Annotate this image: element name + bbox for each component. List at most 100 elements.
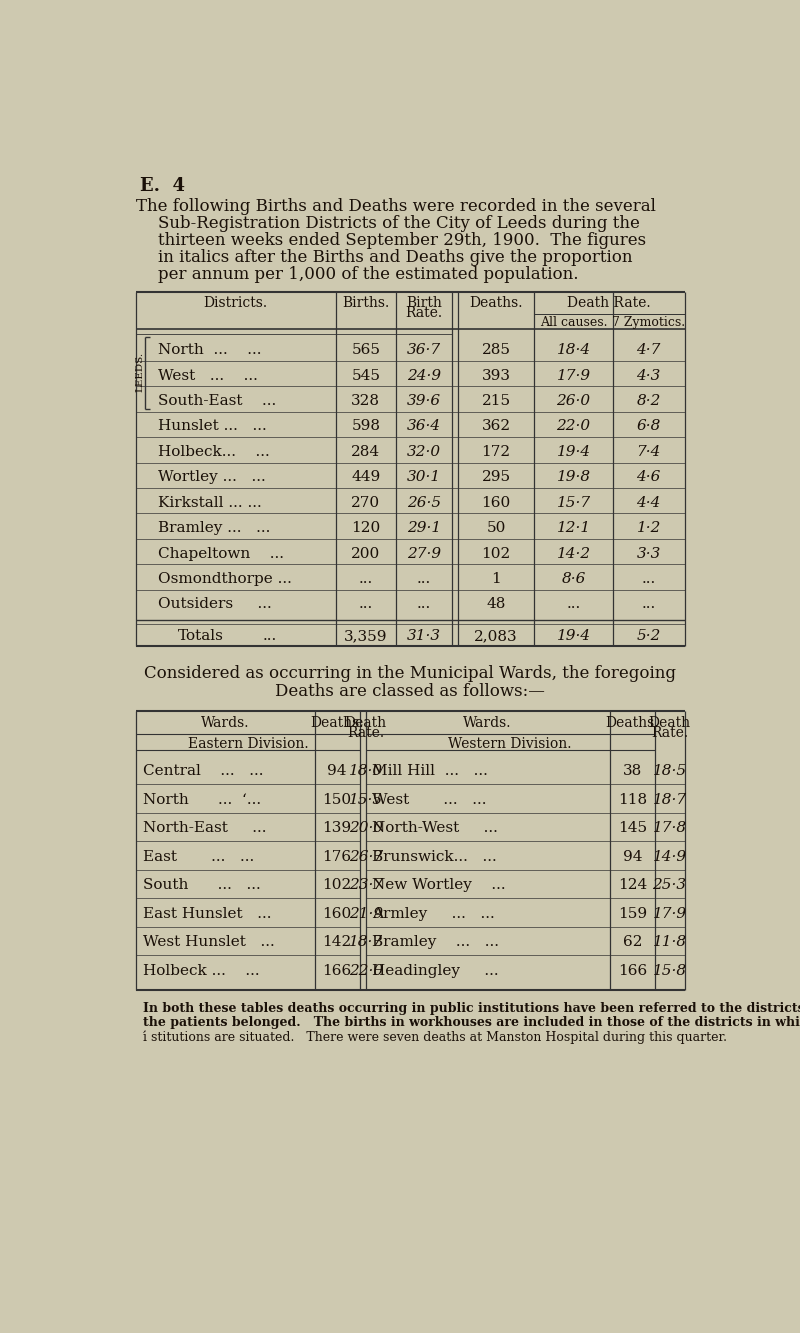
Text: 270: 270	[351, 496, 380, 509]
Text: Deaths.: Deaths.	[470, 296, 522, 311]
Text: ...: ...	[262, 629, 277, 643]
Text: North-West     ...: North-West ...	[372, 821, 498, 836]
Text: Armley     ...   ...: Armley ... ...	[372, 906, 494, 921]
Text: 285: 285	[482, 343, 510, 357]
Text: 200: 200	[351, 547, 381, 560]
Text: Outsiders     ...: Outsiders ...	[158, 597, 272, 612]
Text: 145: 145	[618, 821, 647, 836]
Text: 36·4: 36·4	[407, 420, 441, 433]
Text: ...: ...	[358, 597, 373, 612]
Text: 26·5: 26·5	[407, 496, 441, 509]
Text: 17·9: 17·9	[557, 369, 590, 383]
Text: Birth: Birth	[406, 296, 442, 311]
Text: 160: 160	[482, 496, 510, 509]
Text: 166: 166	[322, 964, 352, 978]
Text: Bramley ...   ...: Bramley ... ...	[158, 521, 270, 535]
Text: 94: 94	[327, 764, 347, 778]
Text: Western Division.: Western Division.	[448, 737, 572, 750]
Text: 24·9: 24·9	[407, 369, 441, 383]
Text: ...: ...	[417, 572, 431, 587]
Text: 172: 172	[482, 445, 510, 459]
Text: 29·1: 29·1	[407, 521, 441, 535]
Text: 6·8: 6·8	[637, 420, 661, 433]
Text: Considered as occurring in the Municipal Wards, the foregoing: Considered as occurring in the Municipal…	[144, 665, 676, 682]
Text: 3,359: 3,359	[344, 629, 387, 643]
Text: thirteen weeks ended September 29th, 1900.  The figures: thirteen weeks ended September 29th, 190…	[158, 232, 646, 249]
Text: Holbeck ...    ...: Holbeck ... ...	[142, 964, 259, 978]
Text: 8·2: 8·2	[637, 395, 661, 408]
Text: 565: 565	[351, 343, 380, 357]
Text: E.  4: E. 4	[140, 177, 186, 195]
Text: 328: 328	[351, 395, 380, 408]
Text: East       ...   ...: East ... ...	[142, 850, 254, 864]
Text: In both these tables deaths occurring in public institutions have been referred : In both these tables deaths occurring in…	[142, 1002, 800, 1016]
Text: 449: 449	[351, 471, 381, 484]
Text: North      ...  ‘...: North ... ‘...	[142, 793, 261, 806]
Text: í stitutions are situated.   There were seven deaths at Manston Hospital during: í stitutions are situated. There were s…	[142, 1030, 726, 1044]
Text: 102: 102	[322, 878, 352, 892]
Text: West   ...    ...: West ... ...	[158, 369, 258, 383]
Text: Headingley     ...: Headingley ...	[372, 964, 498, 978]
Text: 50: 50	[486, 521, 506, 535]
Text: Wards.: Wards.	[202, 716, 250, 730]
Text: Districts.: Districts.	[203, 296, 268, 311]
Text: Death: Death	[649, 716, 690, 730]
Text: North  ...    ...: North ... ...	[158, 343, 262, 357]
Text: in italics after the Births and Deaths give the proportion: in italics after the Births and Deaths g…	[158, 249, 633, 267]
Text: 18·4: 18·4	[557, 343, 590, 357]
Text: 393: 393	[482, 369, 510, 383]
Text: 18·0: 18·0	[349, 764, 383, 778]
Text: 176: 176	[322, 850, 352, 864]
Text: Deaths.: Deaths.	[310, 716, 364, 730]
Text: 15·7: 15·7	[557, 496, 590, 509]
Text: 159: 159	[618, 906, 647, 921]
Text: 22·0: 22·0	[557, 420, 590, 433]
Text: 18·5: 18·5	[653, 764, 686, 778]
Text: ...: ...	[358, 572, 373, 587]
Text: the patients belonged.   The births in workhouses are included in those of the d: the patients belonged. The births in wor…	[142, 1016, 800, 1029]
Text: 118: 118	[618, 793, 647, 806]
Text: ...: ...	[642, 572, 656, 587]
Text: 21·9: 21·9	[349, 906, 383, 921]
Text: 39·6: 39·6	[407, 395, 441, 408]
Text: Death: Death	[345, 716, 387, 730]
Text: Rate.: Rate.	[651, 726, 688, 740]
Text: 15·8: 15·8	[653, 964, 686, 978]
Text: 545: 545	[351, 369, 380, 383]
Text: 14·2: 14·2	[557, 547, 590, 560]
Text: Wortley ...   ...: Wortley ... ...	[158, 471, 266, 484]
Text: 7·4: 7·4	[637, 445, 661, 459]
Text: All causes.: All causes.	[540, 316, 607, 328]
Text: 362: 362	[482, 420, 510, 433]
Text: Holbeck...    ...: Holbeck... ...	[158, 445, 270, 459]
Text: Rate.: Rate.	[347, 726, 384, 740]
Text: 31·3: 31·3	[407, 629, 441, 643]
Text: LEEDS.: LEEDS.	[135, 352, 144, 392]
Text: 20·0: 20·0	[349, 821, 383, 836]
Text: 160: 160	[322, 906, 352, 921]
Text: Deaths.: Deaths.	[606, 716, 659, 730]
Text: 12·1: 12·1	[557, 521, 590, 535]
Text: 23·7: 23·7	[349, 878, 383, 892]
Text: South      ...   ...: South ... ...	[142, 878, 260, 892]
Text: 48: 48	[486, 597, 506, 612]
Text: per annum per 1,000 of the estimated population.: per annum per 1,000 of the estimated pop…	[158, 267, 578, 283]
Text: Sub-Registration Districts of the City of Leeds during the: Sub-Registration Districts of the City o…	[158, 216, 640, 232]
Text: Eastern Division.: Eastern Division.	[188, 737, 308, 750]
Text: 32·0: 32·0	[407, 445, 441, 459]
Text: 19·8: 19·8	[557, 471, 590, 484]
Text: 1·2: 1·2	[637, 521, 661, 535]
Text: Totals: Totals	[178, 629, 223, 643]
Text: 102: 102	[482, 547, 510, 560]
Text: Mill Hill  ...   ...: Mill Hill ... ...	[372, 764, 488, 778]
Text: 3·3: 3·3	[637, 547, 661, 560]
Text: ...: ...	[566, 597, 581, 612]
Text: 5·2: 5·2	[637, 629, 661, 643]
Text: West       ...   ...: West ... ...	[372, 793, 486, 806]
Text: The following Births and Deaths were recorded in the several: The following Births and Deaths were rec…	[137, 199, 656, 216]
Text: 124: 124	[618, 878, 647, 892]
Text: 7 Zymotics.: 7 Zymotics.	[612, 316, 686, 328]
Text: Wards.: Wards.	[463, 716, 512, 730]
Text: 295: 295	[482, 471, 510, 484]
Text: Brunswick...   ...: Brunswick... ...	[372, 850, 497, 864]
